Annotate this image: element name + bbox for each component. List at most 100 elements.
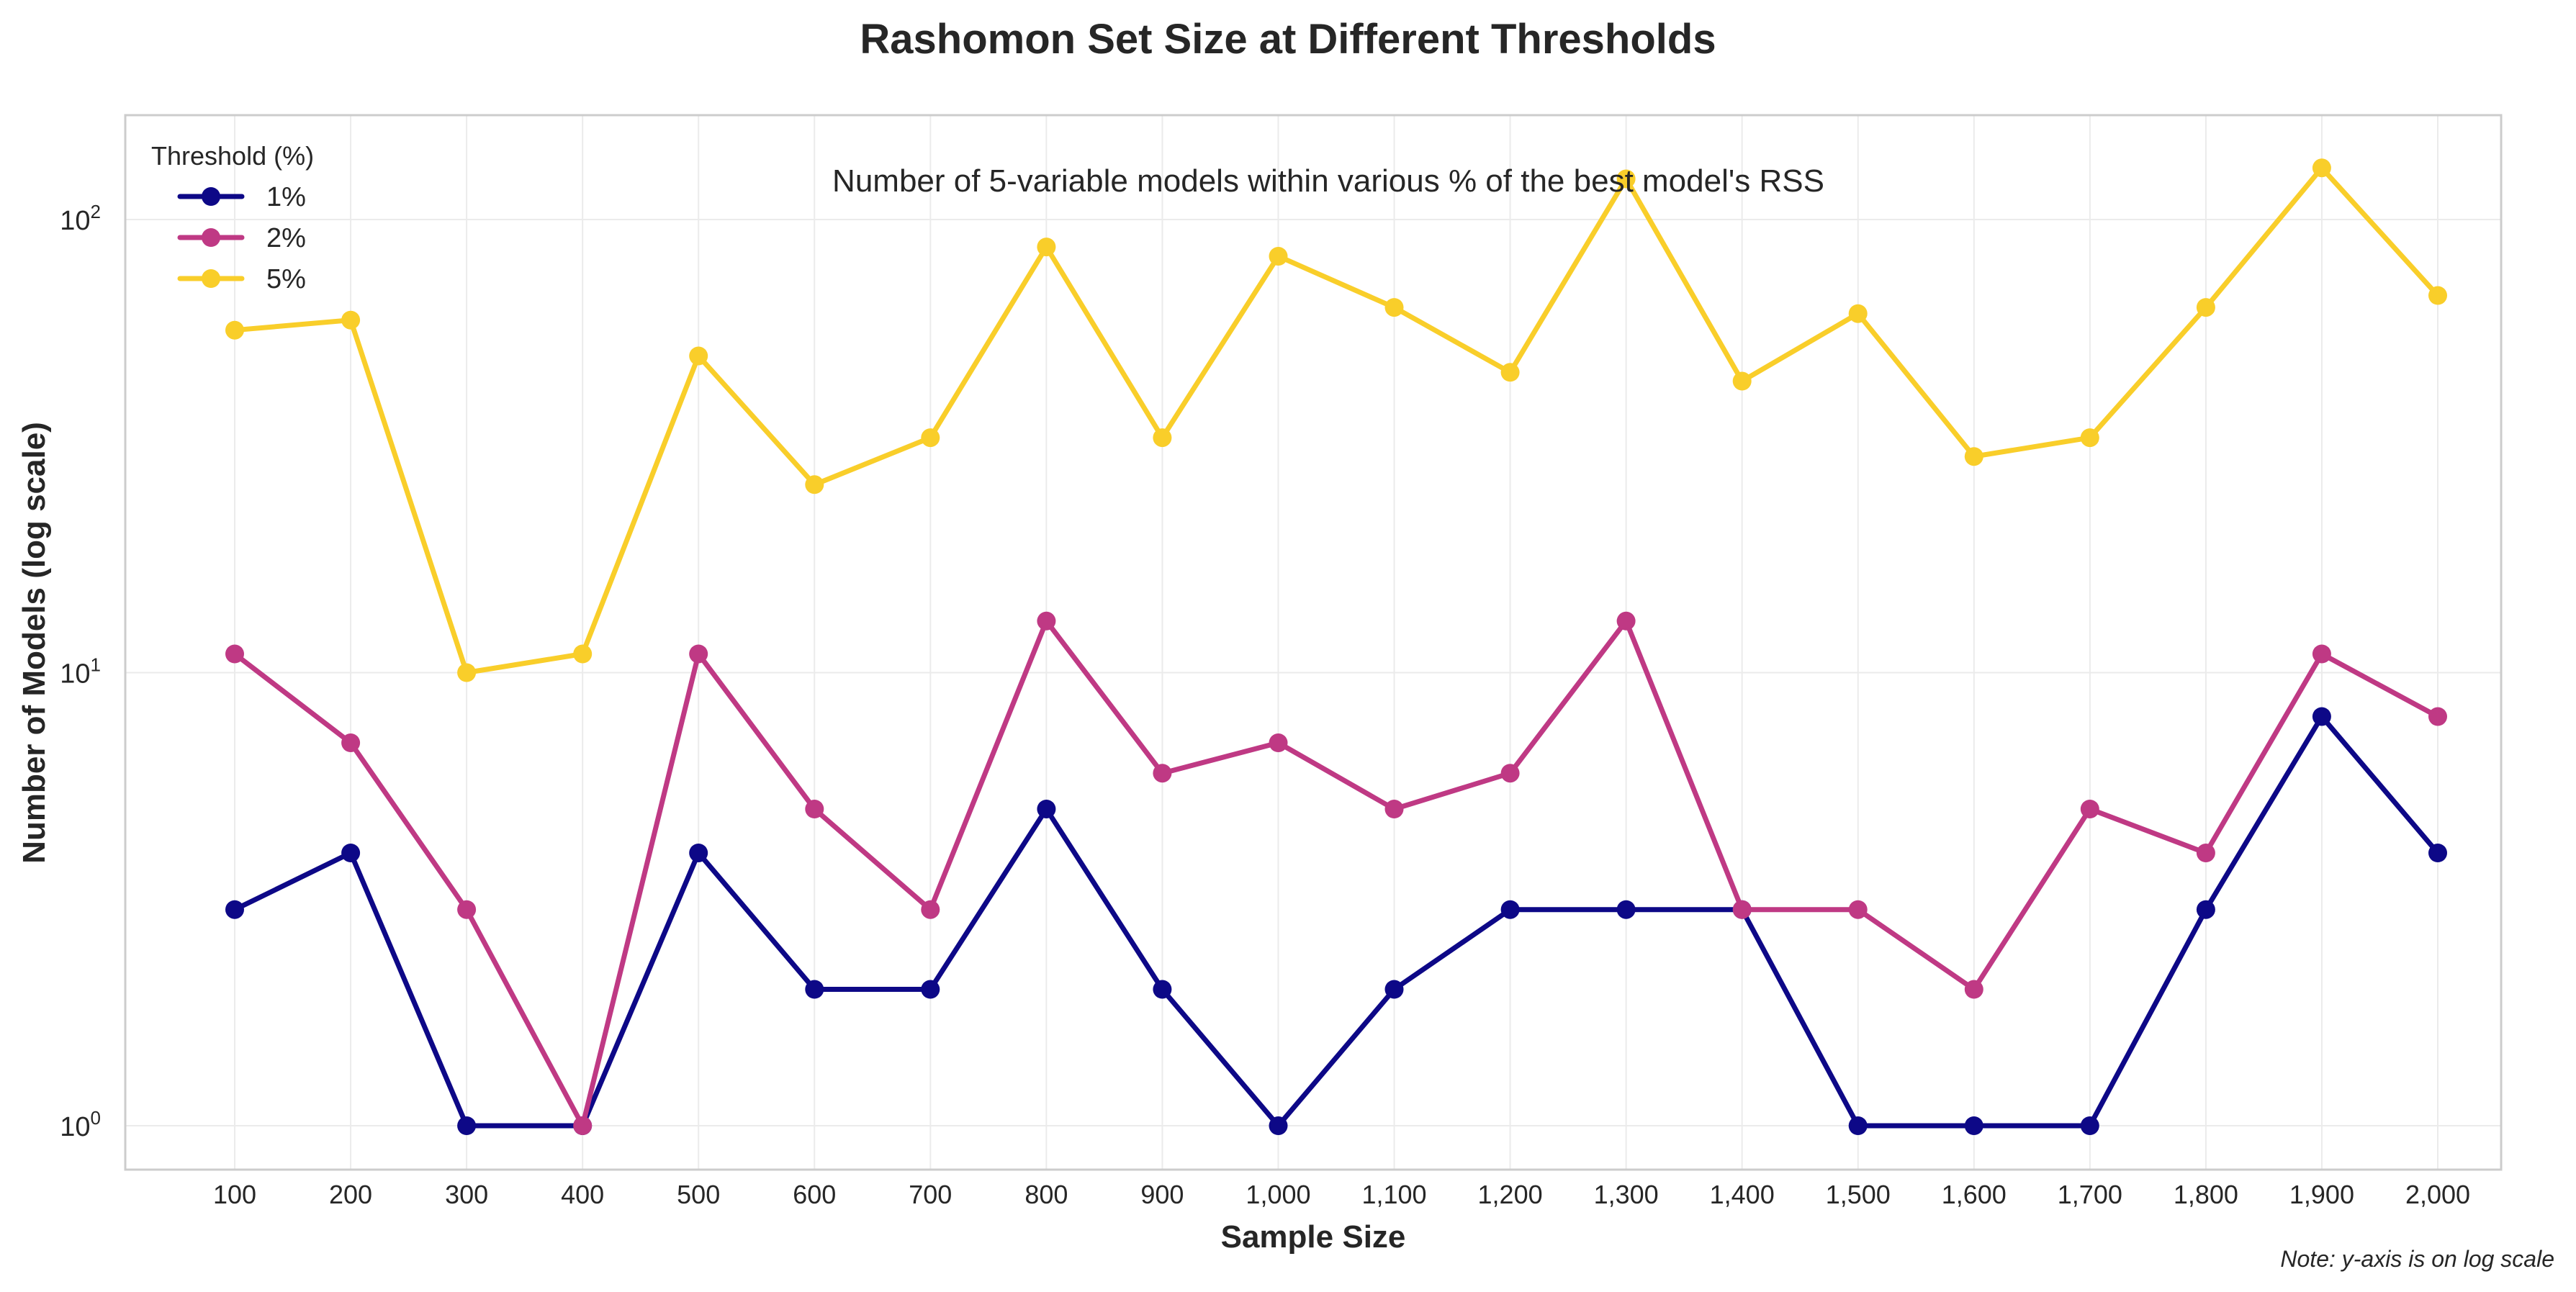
x-tick-label: 1,800 <box>2174 1180 2238 1209</box>
data-point-1pct <box>2080 1116 2099 1135</box>
data-point-1pct <box>921 980 940 999</box>
data-point-5pct <box>1384 298 1404 317</box>
data-point-2pct <box>1037 611 1056 631</box>
x-tick-label: 1,400 <box>1710 1180 1775 1209</box>
legend-label: 1% <box>266 182 306 212</box>
legend-title: Threshold (%) <box>151 141 314 171</box>
x-tick-label: 2,000 <box>2405 1180 2470 1209</box>
data-point-1pct <box>1384 980 1404 999</box>
data-point-5pct <box>1153 428 1172 448</box>
data-point-5pct <box>1269 247 1288 266</box>
x-axis-label: Sample Size <box>1221 1219 1406 1255</box>
data-point-5pct <box>341 310 361 330</box>
data-point-2pct <box>573 1116 593 1135</box>
data-point-2pct <box>2428 707 2447 726</box>
data-point-2pct <box>1732 900 1752 919</box>
data-point-1pct <box>2196 900 2215 919</box>
data-point-2pct <box>1269 733 1288 752</box>
legend: Threshold (%) 1% 2% 5% <box>151 141 314 294</box>
x-tick-label: 700 <box>909 1180 952 1209</box>
legend-item-1pct: 1% <box>177 182 306 212</box>
x-tick-label: 1,900 <box>2289 1180 2354 1209</box>
legend-item-5pct: 5% <box>177 264 306 294</box>
y-tick-labels: 100 101 102 <box>60 201 101 1142</box>
x-tick-label: 900 <box>1140 1180 1184 1209</box>
legend-marker <box>202 228 220 247</box>
x-tick-label: 800 <box>1024 1180 1068 1209</box>
legend-marker <box>202 269 220 288</box>
x-tick-label: 200 <box>329 1180 372 1209</box>
x-tick-label: 400 <box>561 1180 604 1209</box>
data-point-5pct <box>2312 158 2331 178</box>
plot-frame <box>124 114 2503 1171</box>
x-tick-label: 1,200 <box>1478 1180 1543 1209</box>
data-point-1pct <box>1848 1116 1868 1135</box>
data-point-5pct <box>2196 298 2215 317</box>
series-2pct <box>225 611 2447 1135</box>
y-tick-label: 101 <box>60 654 101 690</box>
data-point-2pct <box>457 900 477 919</box>
data-point-5pct <box>1848 304 1868 323</box>
data-point-2pct <box>2312 644 2331 664</box>
data-point-5pct <box>1616 169 1636 189</box>
x-tick-label: 600 <box>793 1180 836 1209</box>
data-point-1pct <box>1269 1116 1288 1135</box>
data-point-5pct <box>1037 238 1056 257</box>
data-point-2pct <box>1848 900 1868 919</box>
legend-marker <box>202 187 220 206</box>
data-point-1pct <box>1616 900 1636 919</box>
x-tick-label: 100 <box>213 1180 256 1209</box>
data-point-2pct <box>921 900 940 919</box>
data-point-1pct <box>805 980 824 999</box>
x-tick-label: 1,300 <box>1594 1180 1659 1209</box>
data-point-2pct <box>1616 611 1636 631</box>
data-point-2pct <box>1964 980 1983 999</box>
data-point-1pct <box>1037 800 1056 818</box>
data-point-5pct <box>805 475 824 494</box>
legend-label: 5% <box>266 264 306 294</box>
series-line-1pct <box>232 714 2441 1129</box>
data-point-2pct <box>2080 800 2099 818</box>
series-5pct <box>225 158 2447 682</box>
x-tick-labels: 100 200 300 400 500 600 700 800 900 1,000 1,100 1,2… <box>213 1180 2470 1209</box>
x-tick-label: 1,500 <box>1826 1180 1891 1209</box>
chart-title: Rashomon Set Size at Different Threshold… <box>860 16 1716 63</box>
data-point-1pct <box>457 1116 477 1135</box>
data-point-2pct <box>2196 844 2215 862</box>
legend-items: 1% 2% 5% <box>177 182 306 294</box>
data-point-1pct <box>1500 900 1520 919</box>
data-point-2pct <box>225 644 244 664</box>
x-tick-label: 1,600 <box>1942 1180 2007 1209</box>
data-point-2pct <box>341 733 361 752</box>
y-tick-label: 102 <box>60 201 101 236</box>
series-line-5pct <box>232 165 2441 675</box>
x-tick-label: 1,700 <box>2058 1180 2122 1209</box>
data-point-2pct <box>1500 764 1520 783</box>
data-point-2pct <box>1384 800 1404 818</box>
data-point-2pct <box>1153 764 1172 783</box>
x-tick-label: 500 <box>677 1180 720 1209</box>
data-point-5pct <box>1732 371 1752 391</box>
series-line-2pct <box>232 618 2441 1129</box>
y-tick-label: 100 <box>60 1107 101 1142</box>
data-point-5pct <box>921 428 940 448</box>
data-point-5pct <box>2428 286 2447 305</box>
data-point-5pct <box>1500 363 1520 382</box>
data-point-2pct <box>689 644 708 664</box>
data-point-1pct <box>1153 980 1172 999</box>
series-layer <box>225 158 2447 1135</box>
data-point-5pct <box>573 644 593 664</box>
data-point-1pct <box>225 900 244 919</box>
log-scale-note: Note: y-axis is on log scale <box>2280 1246 2554 1272</box>
data-point-5pct <box>225 320 244 340</box>
x-tick-label: 300 <box>445 1180 488 1209</box>
data-point-1pct <box>689 844 708 862</box>
data-point-1pct <box>2428 844 2447 862</box>
chart-subtitle: Number of 5-variable models within vario… <box>832 163 1824 199</box>
data-point-5pct <box>2080 428 2099 448</box>
legend-label: 2% <box>266 223 306 253</box>
x-tick-label: 1,000 <box>1246 1180 1310 1209</box>
data-point-1pct <box>341 844 361 862</box>
